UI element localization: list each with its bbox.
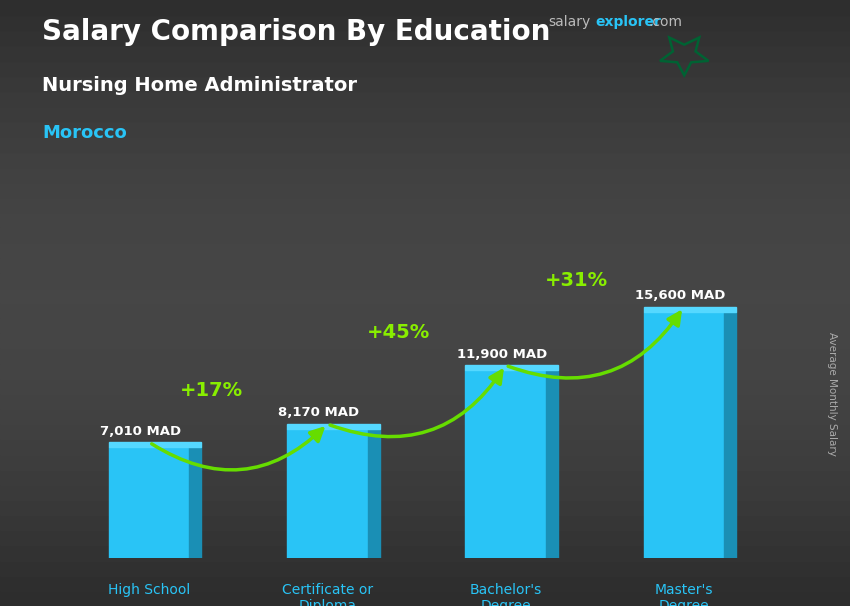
Bar — [0, 242, 850, 258]
Bar — [0, 545, 850, 561]
Text: +17%: +17% — [180, 382, 243, 401]
Text: Average Monthly Salary: Average Monthly Salary — [827, 332, 837, 456]
Bar — [110, 442, 201, 447]
Bar — [0, 364, 850, 379]
Bar — [0, 485, 850, 500]
Bar — [0, 121, 850, 136]
Bar — [0, 76, 850, 91]
Bar — [287, 424, 380, 429]
Text: .com: .com — [649, 15, 683, 29]
Bar — [0, 530, 850, 545]
Bar — [0, 273, 850, 288]
Bar — [287, 429, 367, 558]
Text: Nursing Home Administrator: Nursing Home Administrator — [42, 76, 358, 95]
Bar — [643, 311, 723, 558]
Bar — [723, 311, 736, 558]
Bar — [0, 303, 850, 318]
Bar — [0, 515, 850, 530]
Text: 11,900 MAD: 11,900 MAD — [456, 348, 547, 361]
Bar — [0, 91, 850, 106]
Text: +31%: +31% — [545, 271, 609, 290]
Bar — [0, 288, 850, 303]
Bar — [0, 227, 850, 242]
Bar — [0, 167, 850, 182]
Bar — [0, 182, 850, 197]
Bar — [0, 348, 850, 364]
Bar — [0, 394, 850, 409]
Bar — [0, 470, 850, 485]
Bar — [0, 333, 850, 348]
Bar — [0, 212, 850, 227]
Text: salary: salary — [548, 15, 591, 29]
Bar — [0, 0, 850, 15]
Bar — [466, 370, 546, 558]
Text: Certificate or
Diploma: Certificate or Diploma — [282, 583, 373, 606]
Text: Master's
Degree: Master's Degree — [654, 583, 713, 606]
Bar — [643, 307, 736, 311]
Bar — [0, 106, 850, 121]
Bar — [0, 591, 850, 606]
Bar — [0, 15, 850, 30]
Bar — [190, 447, 201, 558]
Bar — [0, 258, 850, 273]
Bar — [546, 370, 558, 558]
Bar — [466, 365, 558, 370]
Bar — [0, 561, 850, 576]
Bar — [0, 136, 850, 152]
Text: Morocco: Morocco — [42, 124, 128, 142]
Bar — [367, 429, 380, 558]
Bar — [0, 409, 850, 424]
Bar — [0, 152, 850, 167]
Text: +45%: +45% — [367, 323, 430, 342]
Text: 15,600 MAD: 15,600 MAD — [635, 289, 725, 302]
Bar — [0, 61, 850, 76]
Text: Bachelor's
Degree: Bachelor's Degree — [469, 583, 541, 606]
Text: 7,010 MAD: 7,010 MAD — [100, 425, 182, 438]
Bar — [0, 454, 850, 470]
Bar — [0, 197, 850, 212]
Bar — [0, 439, 850, 454]
Bar — [0, 379, 850, 394]
Text: 8,170 MAD: 8,170 MAD — [279, 407, 360, 419]
Text: Salary Comparison By Education: Salary Comparison By Education — [42, 18, 551, 46]
Bar — [0, 318, 850, 333]
Bar — [0, 30, 850, 45]
Text: explorer: explorer — [595, 15, 661, 29]
Bar — [0, 576, 850, 591]
Bar — [0, 45, 850, 61]
Bar — [0, 424, 850, 439]
Bar — [0, 500, 850, 515]
Bar — [110, 447, 190, 558]
Text: High School: High School — [108, 583, 190, 597]
